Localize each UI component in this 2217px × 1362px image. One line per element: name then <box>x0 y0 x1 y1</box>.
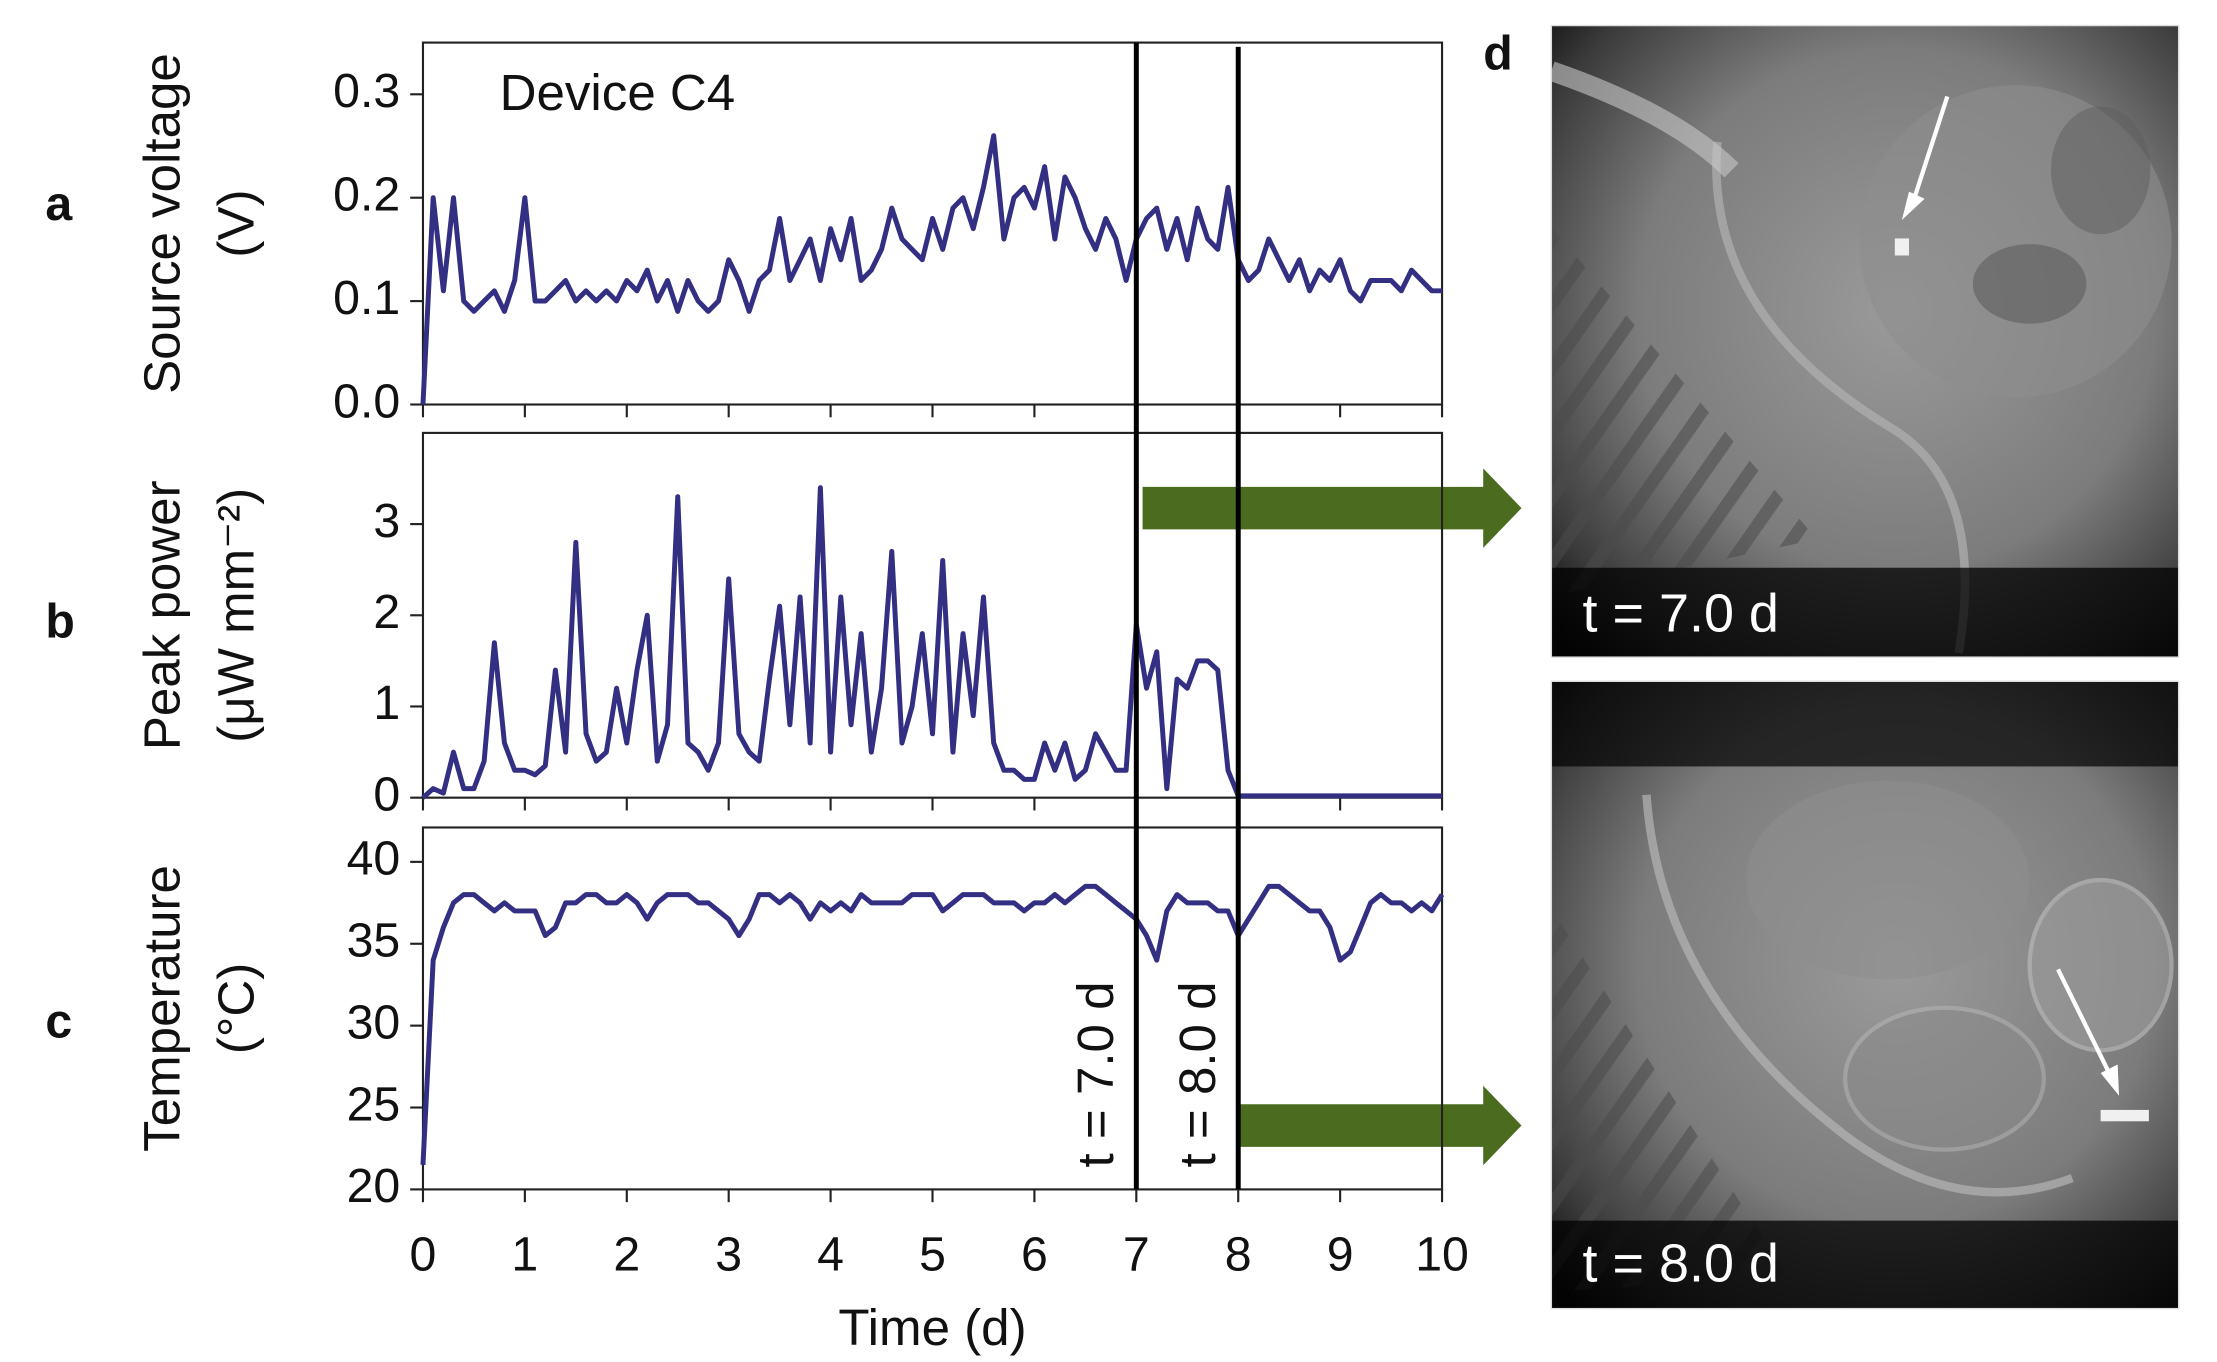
panel-label: c <box>45 995 72 1049</box>
arrow <box>1237 1085 1522 1166</box>
y-axis-label: Source voltage <box>134 53 191 394</box>
y-axis-label: Peak power <box>134 480 191 750</box>
y-axis-label: Temperature <box>134 865 191 1152</box>
y-axis-label: (μW mm⁻²) <box>207 488 264 743</box>
y-tick-label: 0.3 <box>333 64 400 118</box>
y-tick-label: 30 <box>347 995 401 1049</box>
x-tick-label: 6 <box>1021 1227 1048 1281</box>
data-line <box>420 883 1445 1165</box>
y-tick-label: 1 <box>373 676 400 730</box>
y-tick-label: 0 <box>373 767 400 821</box>
xray-image <box>1551 681 2179 1309</box>
x-tick-label: 2 <box>613 1227 640 1281</box>
event-label: t = 7.0 d <box>1067 981 1124 1167</box>
x-tick-label: 9 <box>1327 1227 1354 1281</box>
arrow <box>1142 468 1522 548</box>
y-tick-label: 35 <box>347 914 401 968</box>
image-frame <box>1550 24 2180 658</box>
image-frame <box>1550 680 2180 1310</box>
x-tick-label: 8 <box>1225 1227 1252 1281</box>
panel-label: b <box>45 594 74 648</box>
xray-image <box>1551 25 2179 658</box>
x-tick-label: 7 <box>1123 1227 1150 1281</box>
y-tick-label: 2 <box>373 585 400 639</box>
panel-label: d <box>1483 27 1512 81</box>
y-axis-label: (°C) <box>207 963 264 1054</box>
y-axis-label: (V) <box>207 190 264 258</box>
image-label: t = 8.0 d <box>1583 1234 1779 1294</box>
annotation: Device C4 <box>500 64 736 121</box>
x-tick-label: 4 <box>817 1227 844 1281</box>
y-tick-label: 0.1 <box>333 271 400 325</box>
y-tick-label: 20 <box>347 1159 401 1213</box>
x-tick-label: 5 <box>919 1227 946 1281</box>
y-tick-label: 0.2 <box>333 167 400 221</box>
y-tick-label: 25 <box>347 1077 401 1131</box>
x-tick-label: 10 <box>1415 1227 1469 1281</box>
x-axis-label: Time (d) <box>838 1299 1026 1356</box>
y-tick-label: 3 <box>373 494 400 548</box>
x-tick-label: 3 <box>715 1227 742 1281</box>
data-line <box>420 133 1443 405</box>
data-line <box>421 485 1443 800</box>
event-label: t = 8.0 d <box>1169 981 1226 1167</box>
panel-label: a <box>45 177 73 231</box>
y-tick-label: 40 <box>347 832 401 886</box>
x-tick-label: 1 <box>511 1227 538 1281</box>
y-tick-label: 0.0 <box>333 374 400 428</box>
x-tick-label: 0 <box>410 1227 437 1281</box>
image-label: t = 7.0 d <box>1583 584 1779 644</box>
